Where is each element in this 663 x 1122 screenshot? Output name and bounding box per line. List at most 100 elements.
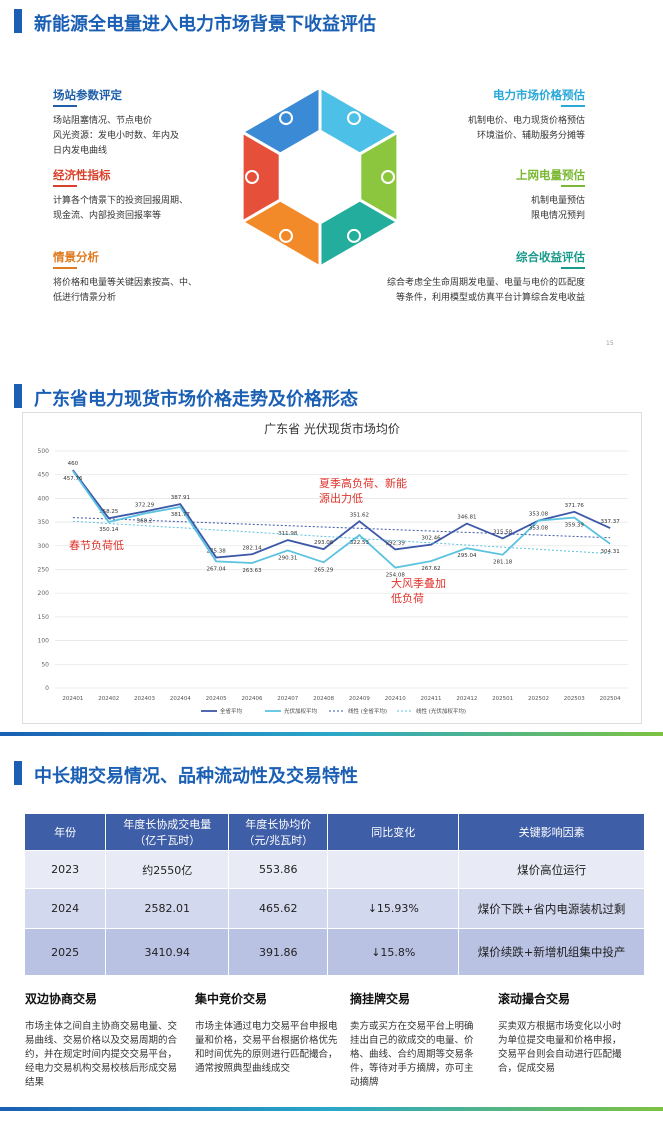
- puzzle-icon: [381, 170, 395, 184]
- header-cell: 年度长协成交电量 （亿千瓦时）: [105, 813, 230, 851]
- y-tick-label: 500: [38, 448, 50, 455]
- table-row: 2023 约2550亿 553.86 煤价高位运行: [23, 850, 645, 889]
- y-tick-label: 0: [45, 685, 49, 692]
- table-cell: 465.62: [228, 888, 329, 929]
- section-title: 中长期交易情况、品种流动性及交易特性: [34, 766, 358, 787]
- table-cell: 2582.01: [105, 888, 230, 929]
- item-text: 等条件，利用模型或仿真平台计算综合发电收益: [395, 293, 585, 303]
- item-text: 将价格和电量等关键因素按高、中、: [53, 278, 198, 288]
- trendline: [72, 520, 611, 555]
- legend-label: 线性 (全省平均): [348, 707, 387, 715]
- item-text: 场站阻塞情况、节点电价: [53, 116, 153, 126]
- divider: [0, 1107, 663, 1111]
- item-title: 情景分析: [53, 250, 99, 264]
- data-label: 460: [68, 461, 79, 467]
- header-cell: 关键影响因素: [458, 813, 645, 851]
- data-label: 292.39: [386, 540, 406, 546]
- item-underline: [53, 105, 77, 107]
- section-marker: [14, 384, 22, 408]
- trade-title: 双边协商交易: [25, 992, 98, 1006]
- y-tick-label: 150: [38, 614, 50, 621]
- data-label: 293.06: [314, 540, 334, 546]
- puzzle-icon: [347, 111, 361, 126]
- annotation: 春节负荷低: [69, 538, 124, 552]
- x-tick-label: 202406: [241, 696, 262, 702]
- section-marker: [14, 761, 22, 785]
- table-cell: ↓15.8%: [327, 928, 460, 976]
- annotation: 大风季叠加: [391, 576, 446, 590]
- annotation: 夏季高负荷、新能: [319, 476, 407, 490]
- data-label: 346.81: [457, 515, 476, 521]
- chart: 广东省 光伏现货市场均价 0 50 100 150 200 250 300 350 400 450…: [22, 412, 642, 724]
- item-underline: [53, 267, 77, 269]
- table-header-row: 年份 年度长协成交电量 （亿千瓦时） 年度长协均价 （元/兆瓦时） 同比变化 关键影响因…: [23, 813, 645, 851]
- data-label: 337.37: [600, 519, 620, 525]
- data-label: 267.04: [207, 566, 227, 572]
- item-text: 日内发电曲线: [53, 146, 108, 156]
- annotation: 源出力低: [319, 491, 363, 505]
- data-label: 381.77: [171, 512, 191, 518]
- puzzle-piece: [240, 129, 282, 225]
- item-text: 限电情况预判: [530, 211, 585, 221]
- data-label: 302.46: [421, 536, 441, 542]
- divider: [0, 732, 663, 736]
- section-title: 新能源全电量进入电力市场背景下收益评估: [34, 14, 376, 35]
- data-label: 290.31: [278, 555, 297, 561]
- x-tick-label: 202503: [564, 696, 585, 702]
- x-tick-label: 202412: [456, 696, 477, 702]
- data-label: 281.18: [493, 560, 513, 566]
- table-cell: 煤价高位运行: [458, 850, 645, 889]
- x-tick-label: 202501: [492, 696, 513, 702]
- header-cell: 同比变化: [327, 813, 460, 851]
- data-label: 371.76: [565, 503, 585, 509]
- item-title: 综合收益评估: [516, 250, 585, 264]
- data-label: 387.91: [171, 495, 190, 501]
- section-marker: [14, 9, 22, 33]
- x-tick-label: 202405: [206, 696, 227, 702]
- annotation: 低负荷: [391, 591, 424, 605]
- x-tick-label: 202402: [98, 696, 119, 702]
- data-label: 265.29: [314, 567, 334, 573]
- item-text: 低进行情景分析: [53, 293, 117, 303]
- item-text: 综合考虑全生命周期发电量、电量与电价的匹配度: [386, 278, 585, 288]
- data-label: 315.58: [493, 529, 513, 535]
- data-label: 311.98: [278, 531, 298, 537]
- legend-label: 光伏加权平均: [284, 707, 318, 715]
- trendline: [72, 517, 611, 539]
- data-label: 350.14: [99, 527, 119, 533]
- x-tick-label: 202408: [313, 696, 334, 702]
- table-row: 2024 2582.01 465.62 ↓15.93% 煤价下跌+省内电源装机过剩: [23, 888, 645, 929]
- item-underline: [561, 185, 585, 187]
- item-text: 环境溢价、辅助服务分摊等: [476, 131, 585, 141]
- table-cell: 2025: [23, 928, 107, 976]
- puzzle-icon: [245, 170, 259, 184]
- data-label: 358.25: [99, 509, 119, 515]
- data-label: 353.08: [529, 512, 549, 518]
- trade-text: 卖方或买方在交易平台上明确挂出自己的欲成交的电量、价格、曲线、合约周期等交易条件…: [350, 1021, 474, 1088]
- y-tick-label: 350: [38, 519, 50, 526]
- data-label: 322.53: [350, 540, 370, 546]
- table: 年份 年度长协成交电量 （亿千瓦时） 年度长协均价 （元/兆瓦时） 同比变化 关键影响因…: [23, 813, 645, 976]
- y-tick-label: 300: [38, 543, 50, 550]
- puzzle-icon: [347, 228, 361, 243]
- item-text: 风光资源：发电小时数、年内及: [53, 131, 180, 141]
- x-tick-label: 202410: [385, 696, 406, 702]
- item-underline: [561, 267, 585, 269]
- item-text: 机制电价、电力现货价格预估: [467, 116, 585, 126]
- item-underline: [561, 105, 585, 107]
- table-cell: 2023: [23, 850, 107, 889]
- table-cell: 煤价续跌+新增机组集中投产: [458, 928, 645, 976]
- data-label: 295.04: [457, 553, 477, 559]
- y-tick-label: 400: [38, 495, 50, 502]
- trade-title: 滚动撮合交易: [498, 992, 571, 1006]
- section-title: 广东省电力现货市场价格走势及价格形态: [34, 389, 358, 410]
- y-tick-label: 450: [38, 472, 50, 479]
- data-label: 275.38: [207, 548, 227, 554]
- y-tick-label: 250: [38, 567, 50, 574]
- x-tick-label: 202504: [600, 696, 621, 702]
- item-text: 计算各个情景下的投资回报周期、: [53, 196, 189, 206]
- data-label: 304.31: [600, 549, 619, 555]
- data-label: 267.62: [421, 566, 440, 572]
- table-cell: 391.86: [228, 928, 329, 976]
